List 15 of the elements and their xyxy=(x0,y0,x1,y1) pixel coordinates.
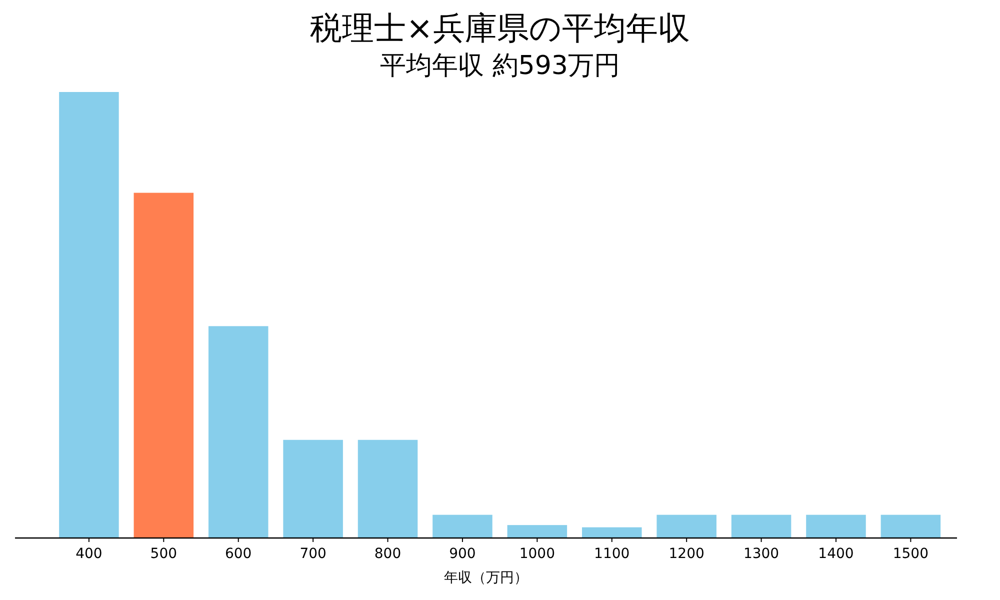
x-tick-label: 1200 xyxy=(668,546,704,562)
x-tick-label: 700 xyxy=(300,546,326,562)
x-tick-label: 1100 xyxy=(594,546,630,562)
chart-title: 税理士×兵庫県の平均年収 xyxy=(310,9,690,47)
x-tick-label: 1000 xyxy=(519,546,555,562)
x-axis-title: 年収（万円） xyxy=(444,570,528,586)
x-tick-label: 1300 xyxy=(743,546,780,562)
chart-subtitle: 平均年収 約593万円 xyxy=(380,51,620,81)
x-tick-label: 500 xyxy=(150,546,178,562)
x-tick-label: 600 xyxy=(224,546,252,562)
x-tick-label: 900 xyxy=(449,546,476,562)
x-tick-label: 400 xyxy=(76,546,102,562)
x-tick-label: 1500 xyxy=(892,546,929,562)
x-tick-label: 800 xyxy=(374,546,402,562)
x-tick-label: 1400 xyxy=(818,546,854,562)
